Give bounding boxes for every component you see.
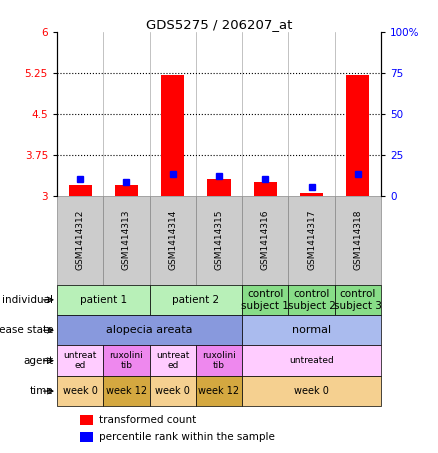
Title: GDS5275 / 206207_at: GDS5275 / 206207_at	[146, 18, 292, 30]
Bar	[68, 185, 92, 196]
Text: patient 1: patient 1	[80, 295, 127, 305]
Text: agent: agent	[23, 356, 53, 366]
Text: week 12: week 12	[198, 386, 240, 396]
Text: control
subject 1: control subject 1	[241, 289, 289, 311]
Bar	[149, 284, 242, 315]
Bar	[242, 346, 381, 376]
Text: GSM1414317: GSM1414317	[307, 210, 316, 270]
Bar	[346, 75, 370, 196]
Text: control
subject 2: control subject 2	[288, 289, 336, 311]
Text: percentile rank within the sample: percentile rank within the sample	[99, 432, 275, 442]
Text: GSM1414318: GSM1414318	[353, 210, 362, 270]
Bar	[57, 284, 149, 315]
Text: individual: individual	[2, 295, 53, 305]
Bar	[103, 346, 149, 376]
Text: GSM1414316: GSM1414316	[261, 210, 270, 270]
Bar	[80, 432, 92, 442]
Bar	[242, 284, 289, 315]
Bar	[57, 346, 103, 376]
Bar	[57, 376, 103, 406]
Text: week 0: week 0	[294, 386, 329, 396]
Text: control
subject 3: control subject 3	[334, 289, 382, 311]
Bar	[208, 179, 230, 196]
Bar	[103, 376, 149, 406]
Bar	[115, 185, 138, 196]
Text: transformed count: transformed count	[99, 415, 196, 425]
Text: alopecia areata: alopecia areata	[106, 325, 193, 335]
Bar	[335, 196, 381, 284]
Bar	[196, 346, 242, 376]
Text: disease state: disease state	[0, 325, 53, 335]
Bar	[196, 196, 242, 284]
Bar	[289, 196, 335, 284]
Text: GSM1414313: GSM1414313	[122, 210, 131, 270]
Bar	[80, 415, 92, 425]
Text: week 0: week 0	[155, 386, 190, 396]
Bar	[57, 196, 103, 284]
Bar	[149, 196, 196, 284]
Text: normal: normal	[292, 325, 331, 335]
Bar	[57, 315, 242, 346]
Bar	[289, 284, 335, 315]
Text: week 0: week 0	[63, 386, 98, 396]
Text: patient 2: patient 2	[172, 295, 219, 305]
Text: ruxolini
tib: ruxolini tib	[202, 351, 236, 371]
Bar	[242, 196, 289, 284]
Text: untreat
ed: untreat ed	[64, 351, 97, 371]
Bar	[161, 75, 184, 196]
Text: GSM1414314: GSM1414314	[168, 210, 177, 270]
Bar	[300, 193, 323, 196]
Bar	[242, 315, 381, 346]
Text: untreated: untreated	[289, 356, 334, 365]
Bar	[196, 376, 242, 406]
Bar	[103, 196, 149, 284]
Text: untreat
ed: untreat ed	[156, 351, 189, 371]
Text: GSM1414315: GSM1414315	[215, 210, 223, 270]
Text: time: time	[30, 386, 53, 396]
Text: week 12: week 12	[106, 386, 147, 396]
Bar	[149, 346, 196, 376]
Bar	[242, 376, 381, 406]
Text: GSM1414312: GSM1414312	[76, 210, 85, 270]
Bar	[254, 182, 277, 196]
Bar	[149, 376, 196, 406]
Bar	[335, 284, 381, 315]
Text: ruxolini
tib: ruxolini tib	[110, 351, 143, 371]
